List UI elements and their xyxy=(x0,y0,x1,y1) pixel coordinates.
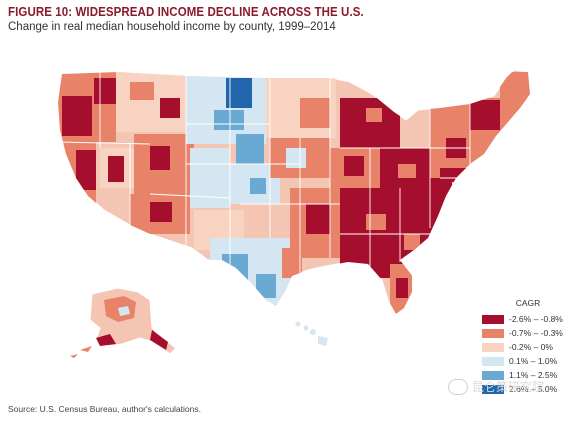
watermark: 昆仑策研究院 xyxy=(448,378,544,395)
legend-swatch xyxy=(482,356,504,366)
legend-label: 1.1% – 2.5% xyxy=(509,370,558,380)
figure-title: FIGURE 10: WIDESPREAD INCOME DECLINE ACR… xyxy=(8,5,364,19)
legend-swatch xyxy=(482,328,504,338)
watermark-text: 昆仑策研究院 xyxy=(472,380,545,394)
alaska-inset xyxy=(70,287,177,358)
map-legend: CAGR -2.6% – -0.8% -0.7% – -0.3% -0.2% – 0… xyxy=(482,298,574,396)
us-county-choropleth-map xyxy=(0,38,578,383)
legend-label: 2.6% – 5.0% xyxy=(509,384,558,394)
legend-swatch xyxy=(482,342,504,352)
legend-item: -0.7% – -0.3% xyxy=(482,326,574,340)
legend-rows: -2.6% – -0.8% -0.7% – -0.3% -0.2% – 0% 0.1%… xyxy=(482,312,574,396)
legend-item: 0.1% – 1.0% xyxy=(482,354,574,368)
map-svg xyxy=(57,69,531,358)
figure-subtitle: Change in real median household income b… xyxy=(8,21,336,33)
legend-title: CAGR xyxy=(515,298,541,308)
wechat-logo-icon xyxy=(448,378,468,395)
legend-label: 0.1% – 1.0% xyxy=(509,356,558,366)
source-note: Source: U.S. Census Bureau, author's cal… xyxy=(8,404,201,414)
state-borders xyxy=(57,72,490,274)
legend-label: -0.2% – 0% xyxy=(509,342,553,352)
legend-label: -2.6% – -0.8% xyxy=(509,314,563,324)
legend-item: -0.2% – 0% xyxy=(482,340,574,354)
legend-item: 1.1% – 2.5% xyxy=(482,368,574,382)
legend-swatch xyxy=(482,314,504,324)
legend-label: -0.7% – -0.3% xyxy=(509,328,563,338)
legend-swatch xyxy=(482,384,504,394)
legend-item: -2.6% – -0.8% xyxy=(482,312,574,326)
legend-item: 2.6% – 5.0% xyxy=(482,382,574,396)
legend-swatch xyxy=(482,370,504,380)
hawaii-inset xyxy=(295,321,328,346)
